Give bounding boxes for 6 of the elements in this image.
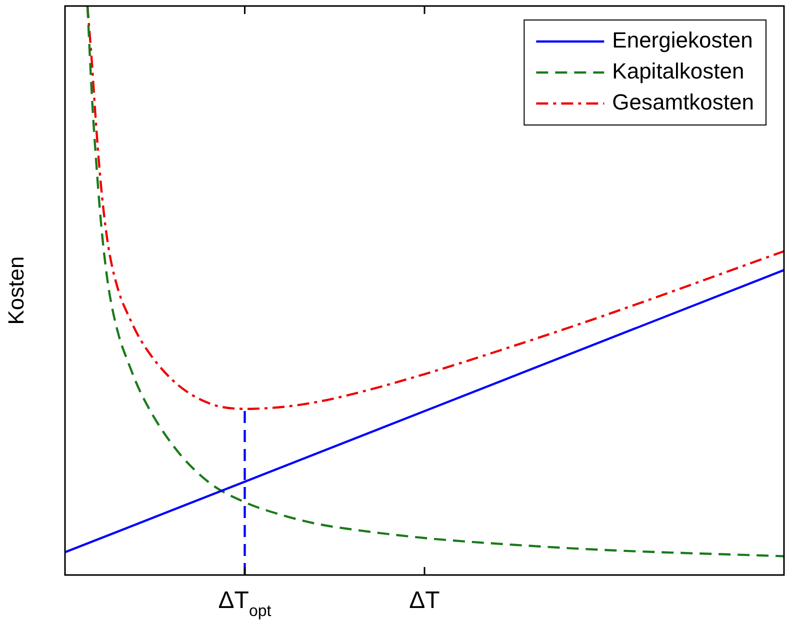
legend-label: Energiekosten: [612, 28, 753, 53]
legend-label: Kapitalkosten: [612, 58, 744, 84]
y-axis-title: Kosten: [3, 256, 28, 325]
legend-label: Gesamtkosten: [612, 90, 754, 115]
x-tick-label: ΔT: [409, 587, 440, 615]
x-tick-label: ΔT$_{opt}$: [218, 587, 272, 620]
